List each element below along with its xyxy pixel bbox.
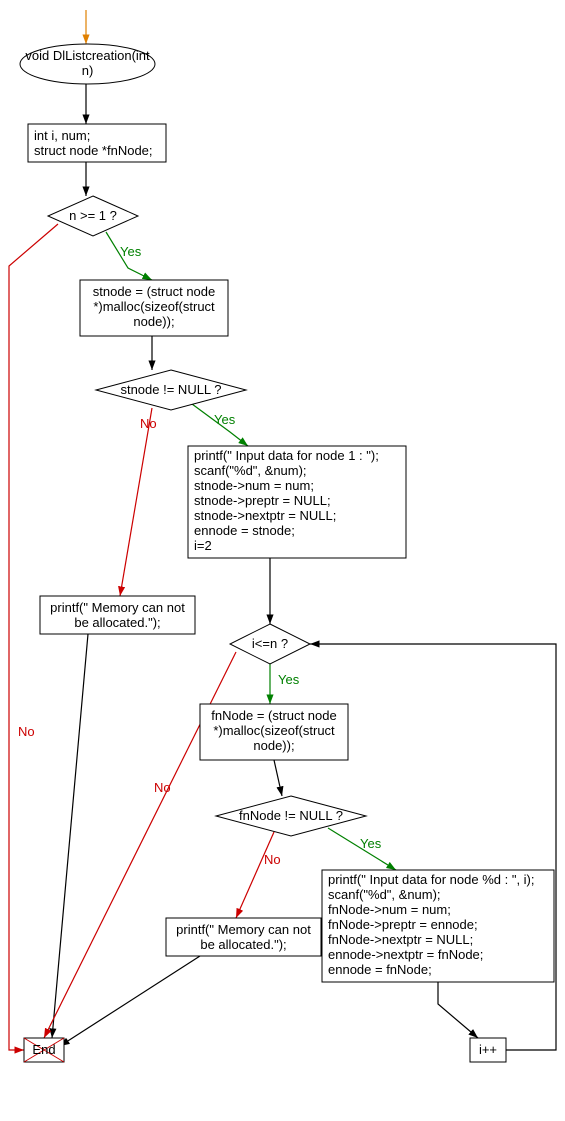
edge-malloc2-cond4 — [274, 760, 282, 796]
svg-text:stnode->num = num;: stnode->num = num; — [194, 478, 314, 493]
svg-text:fnNode->nextptr = NULL;: fnNode->nextptr = NULL; — [328, 932, 473, 947]
svg-text:scanf("%d", &num);: scanf("%d", &num); — [194, 463, 307, 478]
svg-text:printf(" Input data for node %: printf(" Input data for node %d : ", i); — [328, 872, 535, 887]
svg-text:printf(" Memory can not: printf(" Memory can not — [50, 600, 185, 615]
edge-mem1-end — [52, 634, 88, 1038]
edge-cond1-end — [9, 224, 58, 1050]
svg-text:printf(" Input data for node 1: printf(" Input data for node 1 : "); — [194, 448, 379, 463]
node-malloc2: fnNode = (struct node*)malloc(sizeof(str… — [200, 704, 348, 760]
svg-text:stnode->nextptr = NULL;: stnode->nextptr = NULL; — [194, 508, 336, 523]
edge-cond4-mem2 — [236, 832, 274, 918]
edge-loopbody-inc — [438, 982, 478, 1038]
node-func: void DlListcreation(intn) — [20, 44, 155, 84]
node-cond3: i<=n ? — [230, 624, 310, 664]
edge-label-yes: Yes — [360, 836, 382, 851]
node-mem1: printf(" Memory can notbe allocated."); — [40, 596, 195, 634]
node-cond2: stnode != NULL ? — [96, 370, 246, 410]
edge-label-yes: Yes — [120, 244, 142, 259]
svg-text:scanf("%d", &num);: scanf("%d", &num); — [328, 887, 441, 902]
svg-text:ennode = stnode;: ennode = stnode; — [194, 523, 295, 538]
node-loopbody: printf(" Input data for node %d : ", i);… — [322, 870, 554, 982]
edge-label-yes: Yes — [278, 672, 300, 687]
svg-text:stnode->preptr = NULL;: stnode->preptr = NULL; — [194, 493, 331, 508]
edge-label-no: No — [264, 852, 281, 867]
svg-text:node));: node)); — [253, 738, 294, 753]
svg-text:*)malloc(sizeof(struct: *)malloc(sizeof(struct — [213, 723, 335, 738]
node-init: printf(" Input data for node 1 : ");scan… — [188, 446, 406, 558]
node-end: End — [24, 1038, 64, 1062]
edge-mem2-end — [60, 956, 200, 1046]
svg-text:i++: i++ — [479, 1042, 497, 1057]
svg-text:ennode = fnNode;: ennode = fnNode; — [328, 962, 432, 977]
svg-text:struct node *fnNode;: struct node *fnNode; — [34, 143, 153, 158]
edge-label-no: No — [140, 416, 157, 431]
svg-text:int i, num;: int i, num; — [34, 128, 90, 143]
svg-text:fnNode->preptr = ennode;: fnNode->preptr = ennode; — [328, 917, 478, 932]
svg-text:ennode->nextptr = fnNode;: ennode->nextptr = fnNode; — [328, 947, 483, 962]
svg-text:node));: node)); — [133, 314, 174, 329]
svg-text:*)malloc(sizeof(struct: *)malloc(sizeof(struct — [93, 299, 215, 314]
svg-text:be allocated.");: be allocated."); — [74, 615, 160, 630]
node-cond4: fnNode != NULL ? — [216, 796, 366, 836]
edge-cond2-mem1 — [120, 408, 152, 596]
svg-text:i<=n ?: i<=n ? — [252, 636, 288, 651]
svg-text:n >= 1 ?: n >= 1 ? — [69, 208, 117, 223]
node-cond1: n >= 1 ? — [48, 196, 138, 236]
svg-text:i=2: i=2 — [194, 538, 212, 553]
edge-label-no: No — [154, 780, 171, 795]
svg-text:n): n) — [82, 63, 94, 78]
svg-text:stnode = (struct node: stnode = (struct node — [93, 284, 216, 299]
svg-text:printf(" Memory can not: printf(" Memory can not — [176, 922, 311, 937]
svg-text:void DlListcreation(int: void DlListcreation(int — [25, 48, 150, 63]
svg-text:be allocated.");: be allocated."); — [200, 937, 286, 952]
svg-text:fnNode->num = num;: fnNode->num = num; — [328, 902, 451, 917]
node-decl: int i, num;struct node *fnNode; — [28, 124, 166, 162]
svg-text:fnNode = (struct node: fnNode = (struct node — [211, 708, 336, 723]
node-malloc1: stnode = (struct node*)malloc(sizeof(str… — [80, 280, 228, 336]
svg-text:fnNode != NULL ?: fnNode != NULL ? — [239, 808, 343, 823]
node-mem2: printf(" Memory can notbe allocated."); — [166, 918, 321, 956]
node-inc: i++ — [470, 1038, 506, 1062]
svg-text:stnode != NULL ?: stnode != NULL ? — [120, 382, 221, 397]
svg-text:End: End — [32, 1042, 55, 1057]
edge-label-no: No — [18, 724, 35, 739]
edge-label-yes: Yes — [214, 412, 236, 427]
